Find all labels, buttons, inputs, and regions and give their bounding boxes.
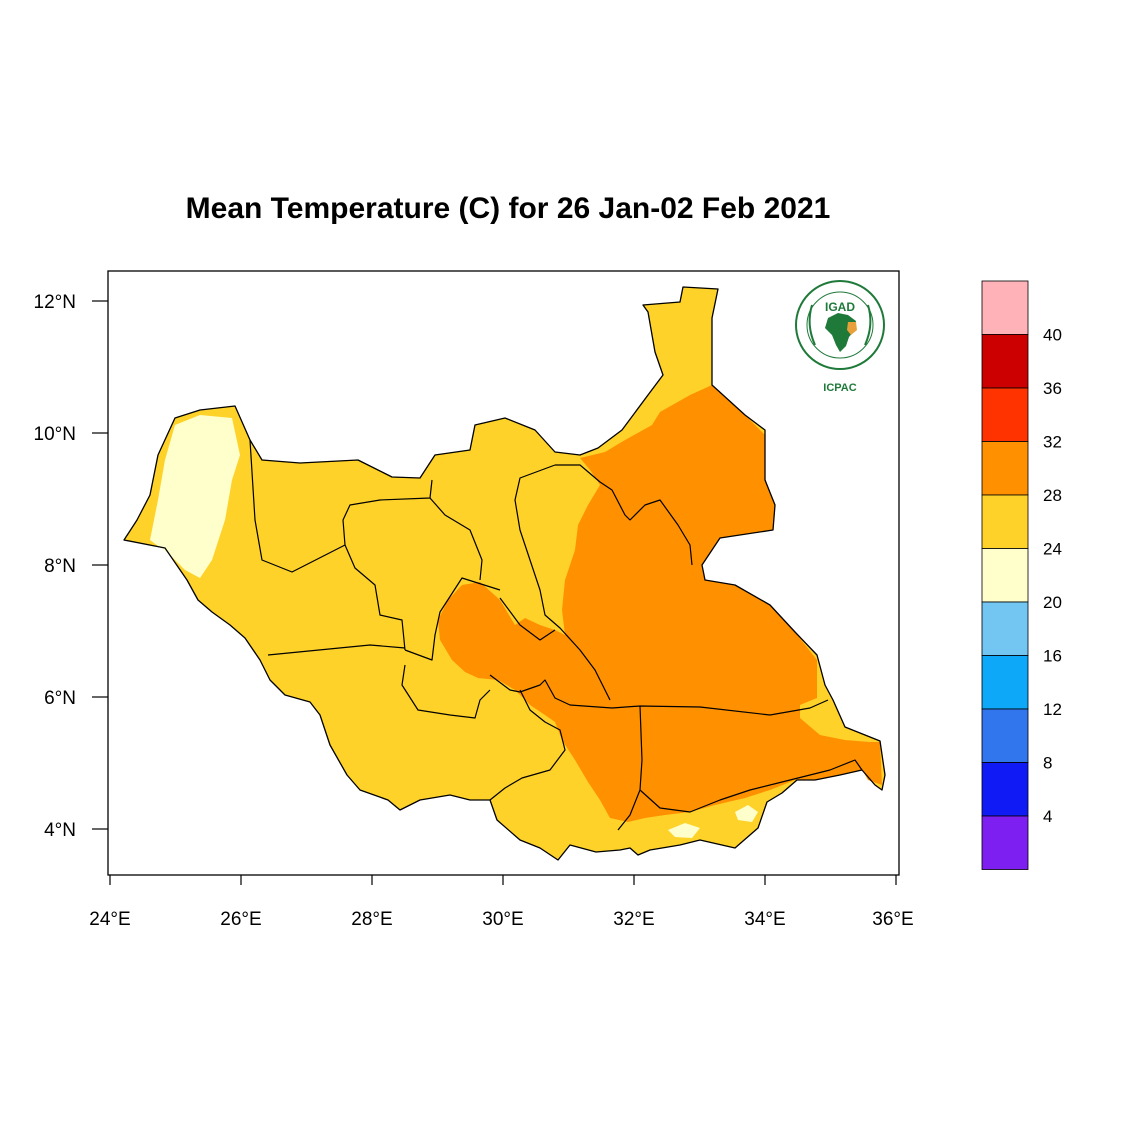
colorbar-label: 4 [1043, 807, 1052, 826]
icpac-logo: IGAD ICPAC [795, 280, 885, 394]
zone-20-24-northwest [150, 415, 240, 578]
x-tick-label: 34°E [744, 909, 785, 930]
y-tick-label: 6°N [44, 688, 76, 709]
y-axis-ticks [92, 300, 108, 830]
x-tick-label: 24°E [89, 909, 130, 930]
colorbar-swatch [981, 655, 1029, 710]
x-tick-label: 28°E [351, 909, 392, 930]
colorbar-label: 28 [1043, 486, 1062, 505]
zone-28-32-southeast-tip [855, 742, 882, 785]
logo-badge-text: IGAD [825, 300, 855, 314]
colorbar-swatch [981, 441, 1029, 496]
colorbar-swatch [981, 548, 1029, 603]
colorbar-swatch [981, 815, 1029, 870]
colorbar-label: 36 [1043, 379, 1062, 398]
y-tick-label: 4°N [44, 820, 76, 841]
colorbar-swatch [981, 387, 1029, 442]
x-tick-label: 32°E [613, 909, 654, 930]
colorbar-swatch [981, 334, 1029, 389]
state-boundaries [249, 439, 863, 831]
laurel-right-icon [864, 304, 872, 346]
x-axis-ticks [109, 875, 897, 885]
x-tick-label: 26°E [220, 909, 261, 930]
y-tick-label: 12°N [34, 292, 76, 313]
colorbar-swatch [981, 280, 1029, 335]
temperature-field [124, 287, 885, 860]
colorbar-label: 16 [1043, 647, 1062, 666]
laurel-left-icon [808, 304, 816, 346]
zone-20-24-southeast-patch [735, 805, 758, 822]
x-tick-label: 30°E [482, 909, 523, 930]
colorbar-swatch [981, 708, 1029, 763]
colorbar-label: 8 [1043, 754, 1052, 773]
x-tick-label: 36°E [872, 909, 913, 930]
y-tick-label: 8°N [44, 556, 76, 577]
colorbar: 40 36 32 28 24 20 16 12 8 4 [981, 280, 1062, 870]
colorbar-label: 24 [1043, 540, 1062, 559]
colorbar-swatch [981, 494, 1029, 549]
horn-of-africa-icon [847, 322, 857, 335]
colorbar-swatch [981, 601, 1029, 656]
colorbar-label: 20 [1043, 593, 1062, 612]
zone-28-32-east [438, 385, 880, 822]
colorbar-label: 12 [1043, 700, 1062, 719]
y-tick-label: 10°N [34, 424, 76, 445]
logo-caption: ICPAC [823, 382, 856, 394]
colorbar-swatch [981, 762, 1029, 817]
country-border [123, 286, 886, 861]
colorbar-label: 40 [1043, 326, 1062, 345]
zone-20-24-south-patch [668, 823, 700, 838]
colorbar-label: 32 [1043, 433, 1062, 452]
map-title: Mean Temperature (C) for 26 Jan-02 Feb 2… [185, 192, 831, 225]
